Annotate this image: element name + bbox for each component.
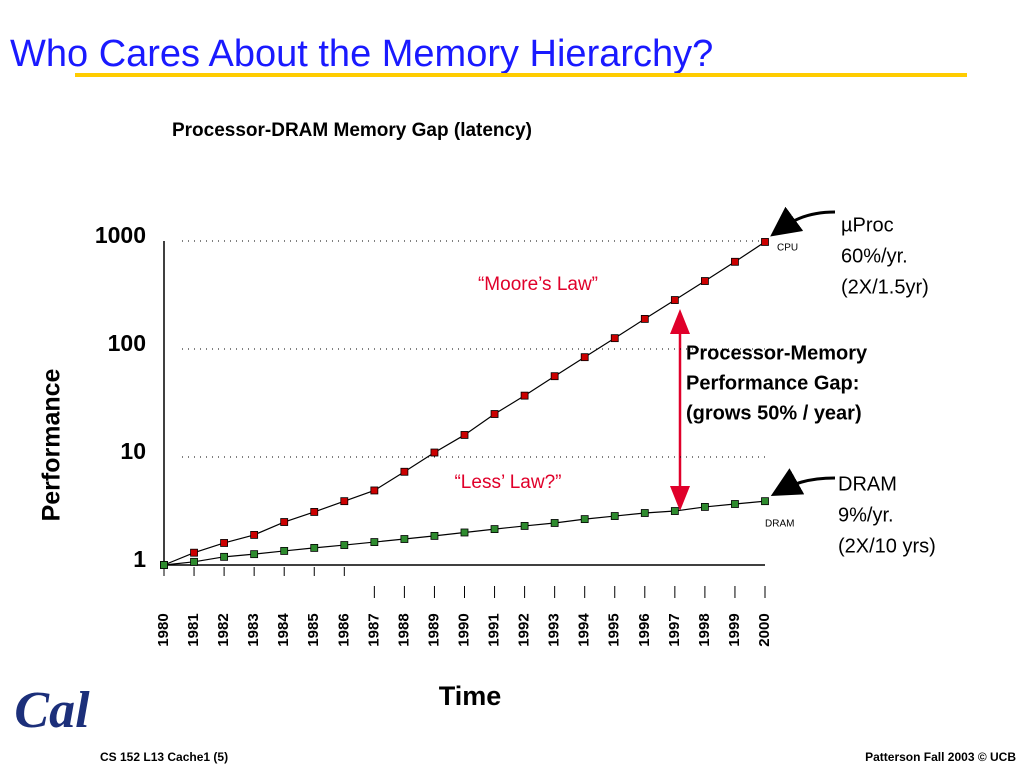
data-point bbox=[701, 503, 709, 511]
x-tick-label: 1995 bbox=[606, 613, 623, 646]
data-point bbox=[460, 431, 469, 439]
data-point bbox=[610, 334, 619, 343]
x-tick-label: 1992 bbox=[516, 613, 533, 646]
dram-note: DRAM bbox=[838, 473, 897, 495]
x-tick-label: 1999 bbox=[726, 613, 743, 646]
data-point bbox=[400, 535, 409, 543]
data-point bbox=[550, 519, 559, 527]
y-tick-label: 1 bbox=[133, 546, 146, 572]
x-tick-label: 1989 bbox=[425, 613, 442, 646]
data-point bbox=[580, 353, 589, 362]
x-tick-label: 1981 bbox=[185, 613, 202, 646]
chart-title: Processor-DRAM Memory Gap (latency) bbox=[172, 120, 532, 141]
cpu-note: 60%/yr. bbox=[841, 245, 908, 267]
data-point bbox=[670, 296, 679, 304]
data-point bbox=[731, 500, 739, 508]
data-point bbox=[430, 531, 439, 540]
x-tick-label: 1991 bbox=[486, 613, 503, 646]
data-point bbox=[761, 238, 769, 246]
x-tick-label: 1988 bbox=[395, 613, 412, 646]
logo: Cal bbox=[14, 682, 90, 739]
less-label: “Less’ Law?” bbox=[454, 472, 561, 493]
data-point bbox=[340, 541, 349, 549]
gap-label: Processor-Memory bbox=[686, 342, 868, 364]
data-point bbox=[731, 257, 739, 266]
data-point bbox=[310, 543, 319, 552]
y-axis-label: Performance bbox=[38, 368, 66, 521]
data-point bbox=[550, 372, 559, 381]
gap-label: Performance Gap: bbox=[686, 372, 859, 394]
gap-label: (grows 50% / year) bbox=[686, 402, 862, 424]
data-point bbox=[370, 538, 379, 546]
x-tick-label: 1997 bbox=[666, 613, 683, 646]
x-tick-label: 1993 bbox=[546, 613, 563, 646]
data-point bbox=[280, 518, 289, 526]
data-point bbox=[250, 530, 259, 539]
x-tick-label: 2000 bbox=[756, 613, 773, 646]
data-point bbox=[220, 539, 229, 547]
x-axis-label: Time bbox=[439, 681, 502, 711]
data-point bbox=[250, 550, 259, 559]
data-point bbox=[460, 528, 469, 537]
data-point bbox=[640, 509, 649, 517]
x-tick-label: 1987 bbox=[365, 613, 382, 646]
footer-left: CS 152 L13 Cache1 (5) bbox=[100, 750, 228, 764]
series-label: CPU bbox=[777, 243, 798, 254]
x-tick-label: 1985 bbox=[305, 613, 322, 646]
dram-note: 9%/yr. bbox=[838, 504, 894, 526]
cpu-note: µProc bbox=[841, 214, 894, 236]
data-point bbox=[310, 508, 319, 516]
dram-note: (2X/10 yrs) bbox=[838, 535, 936, 557]
x-tick-label: 1980 bbox=[155, 613, 172, 646]
data-point bbox=[430, 448, 439, 457]
x-tick-label: 1996 bbox=[636, 613, 653, 646]
y-tick-label: 100 bbox=[108, 330, 146, 356]
data-point bbox=[190, 557, 198, 566]
data-point bbox=[610, 512, 619, 520]
moore-label: “Moore’s Law” bbox=[478, 274, 598, 295]
series-label: DRAM bbox=[765, 519, 794, 530]
x-tick-label: 1984 bbox=[275, 613, 292, 647]
slide-title: Who Cares About the Memory Hierarchy? bbox=[10, 33, 713, 75]
footer-right: Patterson Fall 2003 © UCB bbox=[865, 750, 1016, 764]
data-point bbox=[520, 391, 529, 400]
title-underline bbox=[75, 73, 967, 77]
x-tick-label: 1994 bbox=[576, 613, 593, 647]
cpu-note: (2X/1.5yr) bbox=[841, 276, 929, 298]
data-point bbox=[640, 314, 649, 323]
data-point bbox=[761, 497, 769, 506]
data-point bbox=[580, 515, 589, 524]
note-arrow bbox=[770, 468, 836, 496]
x-tick-label: 1982 bbox=[215, 613, 232, 646]
data-point bbox=[370, 486, 379, 495]
data-point bbox=[490, 525, 499, 533]
x-tick-label: 1983 bbox=[245, 613, 262, 646]
data-point bbox=[190, 548, 198, 557]
data-point bbox=[400, 467, 409, 476]
data-point bbox=[160, 561, 168, 569]
data-point bbox=[670, 507, 679, 515]
x-tick-label: 1986 bbox=[335, 613, 352, 646]
data-point bbox=[280, 547, 289, 555]
y-tick-label: 1000 bbox=[95, 222, 146, 248]
data-point bbox=[340, 497, 349, 506]
data-point bbox=[701, 277, 709, 285]
x-tick-label: 1998 bbox=[696, 613, 713, 646]
y-tick-label: 10 bbox=[120, 438, 146, 464]
series-line bbox=[163, 241, 766, 566]
data-point bbox=[520, 522, 529, 530]
note-arrow bbox=[770, 206, 836, 237]
data-point bbox=[490, 410, 499, 418]
data-point bbox=[220, 552, 229, 561]
x-tick-label: 1990 bbox=[455, 613, 472, 646]
